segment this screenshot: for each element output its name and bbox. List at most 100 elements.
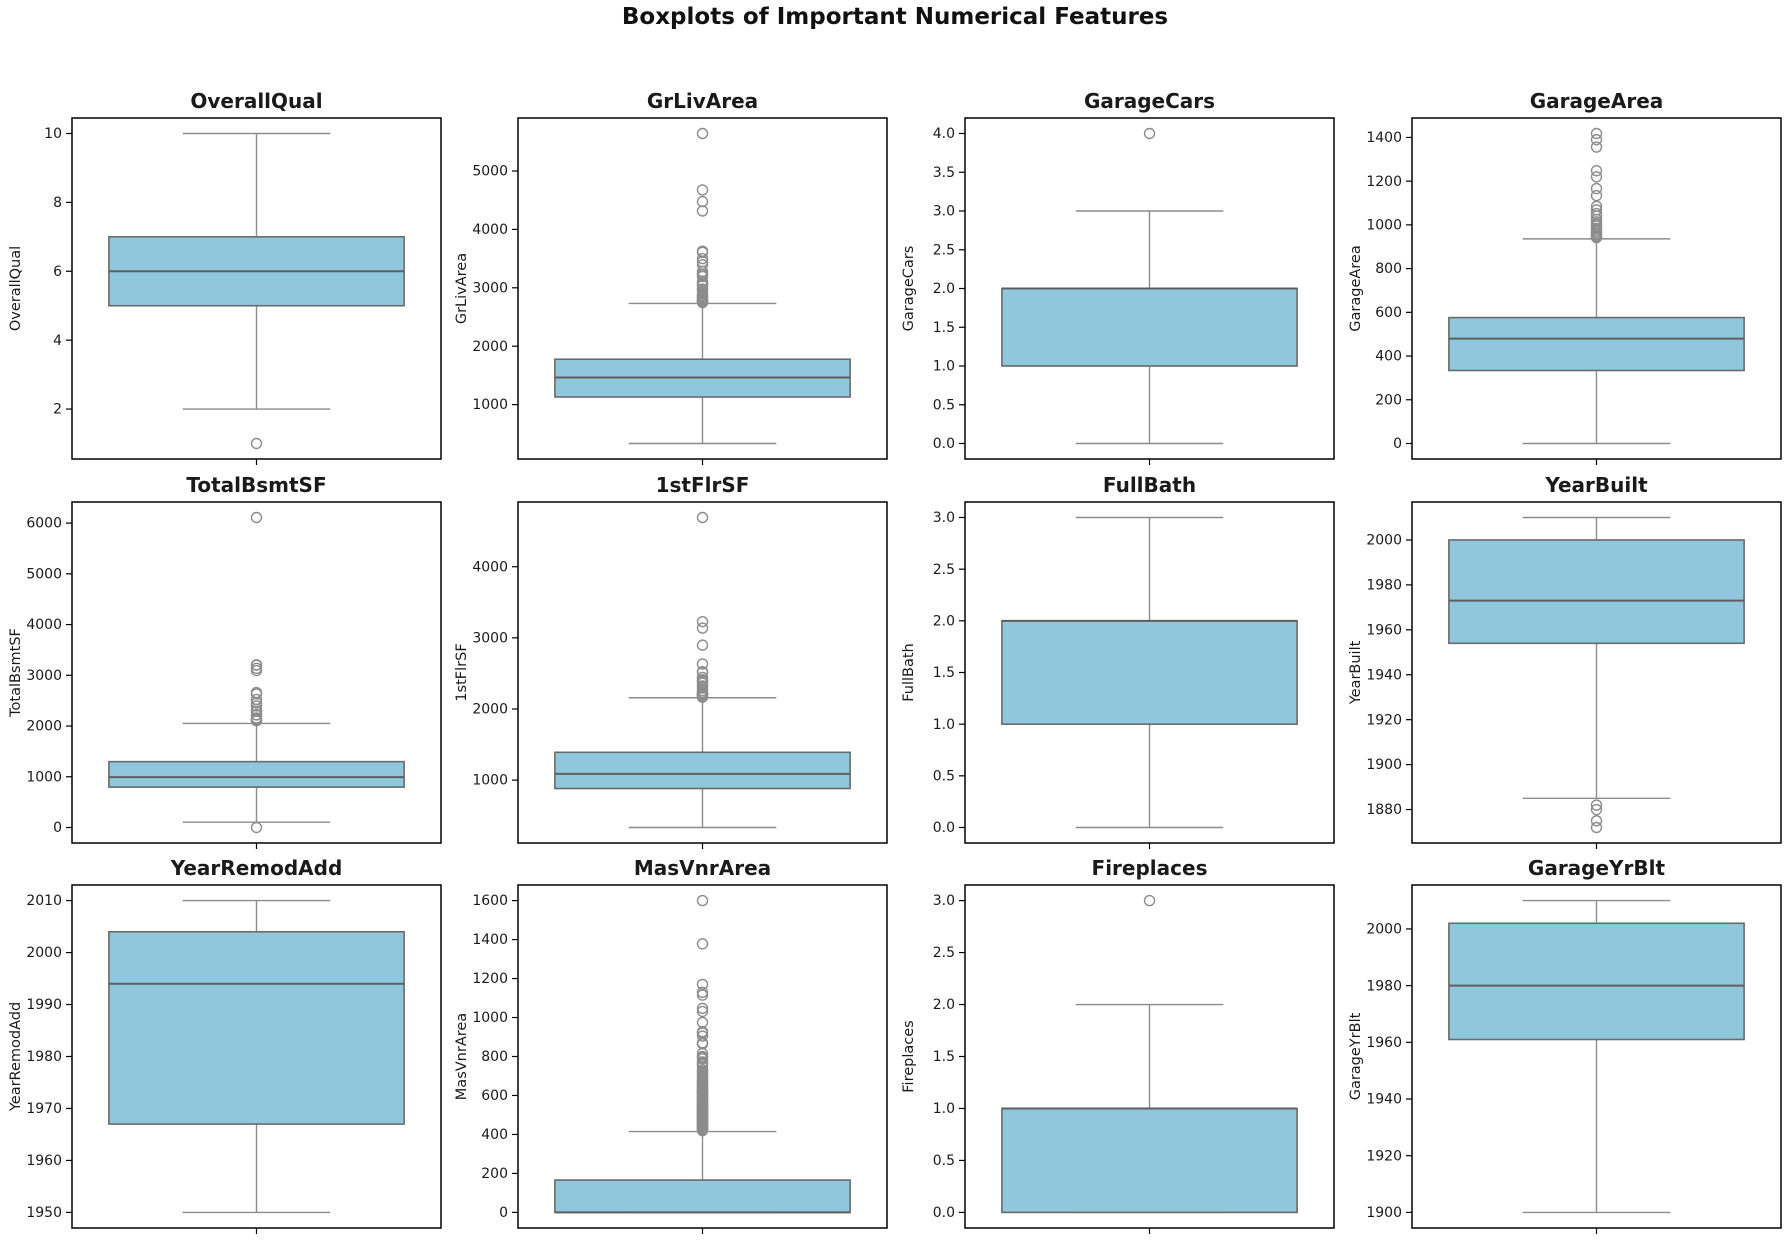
subplot-title: TotalBsmtSF	[186, 473, 326, 497]
y-tick-label: 2.0	[933, 997, 955, 1013]
outlier-point	[696, 639, 709, 651]
y-tick-label: 1200	[472, 971, 508, 987]
y-tick-label: 400	[1375, 349, 1402, 365]
outlier-point	[250, 659, 263, 671]
subplot-fireplaces: Fireplaces Fireplaces 0.0 0.5 1.0 1.5 2.0 2.5 3.…	[901, 856, 1335, 1234]
axes-frame	[964, 884, 1335, 1229]
y-tick-label: 1920	[1366, 712, 1402, 728]
axes-frame	[71, 501, 442, 844]
outlier-point	[1590, 189, 1603, 202]
axes-frame	[71, 884, 442, 1229]
outlier-point	[696, 658, 709, 670]
y-axis-label: GarageArea	[1348, 245, 1364, 331]
y-tick-label: 1990	[26, 997, 62, 1013]
y-tick-label: 3000	[472, 630, 508, 646]
y-tick-label: 3000	[26, 668, 62, 684]
outlier-point	[696, 1053, 709, 1065]
y-axis-label: YearRemodAdd	[8, 1002, 24, 1112]
y-tick-label: 1000	[472, 1010, 508, 1026]
subplot-title: YearRemodAdd	[170, 856, 343, 880]
iqr-box	[554, 751, 851, 790]
axes-frame	[964, 501, 1335, 844]
y-tick-label: 2.5	[933, 945, 955, 961]
outlier-point	[696, 1005, 709, 1018]
y-tick-label: 2	[53, 402, 62, 418]
y-tick-label: 1.0	[933, 717, 955, 733]
y-tick-label: 1980	[1366, 578, 1402, 594]
y-tick-label: 4.0	[933, 126, 955, 142]
subplot-title: 1stFlrSF	[656, 473, 750, 497]
outlier-point	[250, 688, 263, 700]
y-axis-label: GrLivArea	[454, 253, 470, 324]
y-tick-label: 1960	[1366, 1035, 1402, 1051]
subplot-1stflrsf: 1stFlrSF 1stFlrSF 1000 2000 3000 4000	[454, 473, 888, 849]
subplot-garageyrblt: GarageYrBlt GarageYrBlt 1900 1920 1940 1960 19…	[1348, 856, 1782, 1234]
outlier-point	[1590, 821, 1603, 834]
subplot-title: OverallQual	[190, 89, 322, 113]
subplot-title: GrLivArea	[647, 89, 758, 113]
subplot-overallqual: OverallQual OverallQual 2 4 6 8 10	[8, 89, 442, 465]
y-tick-label: 3.0	[933, 893, 955, 909]
outlier-point	[696, 1030, 709, 1042]
outlier-point	[1590, 799, 1603, 811]
y-axis-label: YearBuilt	[1348, 640, 1364, 705]
subplot-title: GarageArea	[1530, 89, 1664, 113]
outlier-point	[696, 666, 709, 679]
y-tick-label: 4000	[472, 222, 508, 238]
y-tick-label: 0.5	[933, 1153, 955, 1169]
figure-title: Boxplots of Important Numerical Features	[621, 4, 1169, 30]
y-tick-label: 800	[481, 1049, 508, 1065]
y-tick-label: 3.5	[933, 165, 955, 181]
subplot-title: YearBuilt	[1544, 473, 1648, 497]
y-tick-label: 2000	[1366, 922, 1402, 938]
outlier-point	[696, 195, 709, 208]
axes-frame	[1411, 117, 1782, 460]
y-tick-label: 1200	[1366, 174, 1402, 190]
outlier-point	[1590, 815, 1603, 827]
y-tick-label: 2.5	[933, 242, 955, 258]
subplot-title: Fireplaces	[1092, 856, 1208, 880]
subplot-title: MasVnrArea	[634, 856, 771, 880]
outlier-point	[250, 697, 263, 709]
outlier-point	[1590, 171, 1603, 183]
iqr-box	[1448, 922, 1745, 1041]
subplot-garagecars: GarageCars GarageCars 0.0 0.5 1.0 1.5 2.0 2.5 3.…	[901, 89, 1335, 465]
y-axis-label: FullBath	[901, 643, 917, 702]
y-tick-label: 1000	[472, 773, 508, 789]
y-tick-label: 0	[499, 1205, 508, 1221]
subplot-title: GarageCars	[1084, 89, 1215, 113]
y-tick-label: 1.5	[933, 1049, 955, 1065]
y-tick-label: 1900	[1366, 757, 1402, 773]
axes-frame	[71, 117, 442, 460]
y-tick-label: 0.0	[933, 436, 955, 452]
outlier-point	[1143, 127, 1156, 140]
axes-frame	[517, 884, 888, 1229]
y-tick-label: 1000	[472, 397, 508, 413]
y-tick-label: 2.0	[933, 281, 955, 297]
y-tick-label: 4	[53, 333, 62, 349]
outlier-point	[1590, 231, 1603, 244]
outlier-point	[250, 821, 263, 834]
y-tick-label: 800	[1375, 261, 1402, 277]
y-tick-label: 200	[481, 1166, 508, 1182]
outlier-point	[696, 894, 709, 907]
y-tick-label: 1940	[1366, 667, 1402, 683]
y-tick-label: 0.5	[933, 768, 955, 784]
outlier-point	[696, 511, 709, 524]
iqr-box	[1001, 1107, 1298, 1214]
iqr-box	[1001, 287, 1298, 367]
axes-frame	[1411, 884, 1782, 1229]
y-tick-label: 200	[1375, 392, 1402, 408]
y-tick-label: 1000	[26, 769, 62, 785]
subplot-yearbuilt: YearBuilt YearBuilt 1880 1900 1920 1940 1960 19…	[1348, 473, 1782, 849]
subplot-garagearea: GarageArea GarageArea 0 200 400 600 800 1000 120…	[1348, 89, 1782, 465]
y-tick-label: 1.5	[933, 320, 955, 336]
outlier-point	[696, 691, 709, 703]
subplot-totalbsmtsf: TotalBsmtSF TotalBsmtSF 0 1000 2000 3000 4000 5…	[8, 473, 442, 849]
subplot-yearremodadd: YearRemodAdd YearRemodAdd 1950 1960 1970 1980…	[8, 856, 442, 1234]
y-axis-label: GarageYrBlt	[1348, 1012, 1364, 1100]
y-tick-label: 2000	[1366, 533, 1402, 549]
y-tick-label: 1980	[26, 1049, 62, 1065]
outlier-point	[696, 622, 709, 634]
